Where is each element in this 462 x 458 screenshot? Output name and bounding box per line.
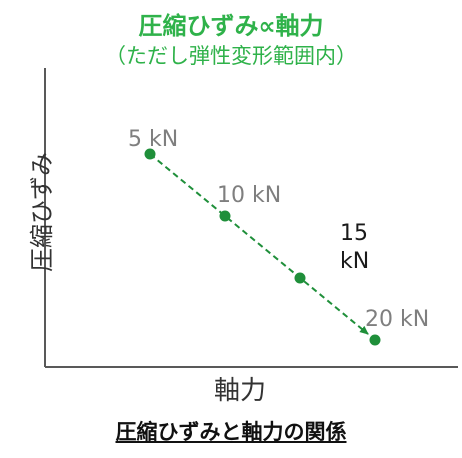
chart-subtitle: （ただし弾性変形範囲内） — [105, 44, 357, 68]
data-label: 20 kN — [365, 307, 429, 332]
data-label: 15 kN — [340, 221, 369, 274]
y-axis-label: 圧縮ひずみ — [28, 152, 56, 272]
trend-line — [149, 153, 369, 335]
data-point — [219, 210, 231, 222]
data-label: 5 kN — [128, 127, 178, 152]
x-axis-label: 軸力 — [213, 376, 266, 406]
label-layer: 5 kN 10 kN 15 kN 20 kN — [128, 127, 429, 332]
data-point — [294, 272, 306, 284]
data-point — [144, 148, 156, 160]
figure-caption: 圧縮ひずみと軸力の関係 — [115, 420, 347, 444]
chart-title: 圧縮ひずみ∝軸力 — [138, 12, 324, 40]
data-label: 10 kN — [217, 183, 281, 208]
series-layer — [144, 148, 381, 346]
data-point — [369, 334, 381, 346]
